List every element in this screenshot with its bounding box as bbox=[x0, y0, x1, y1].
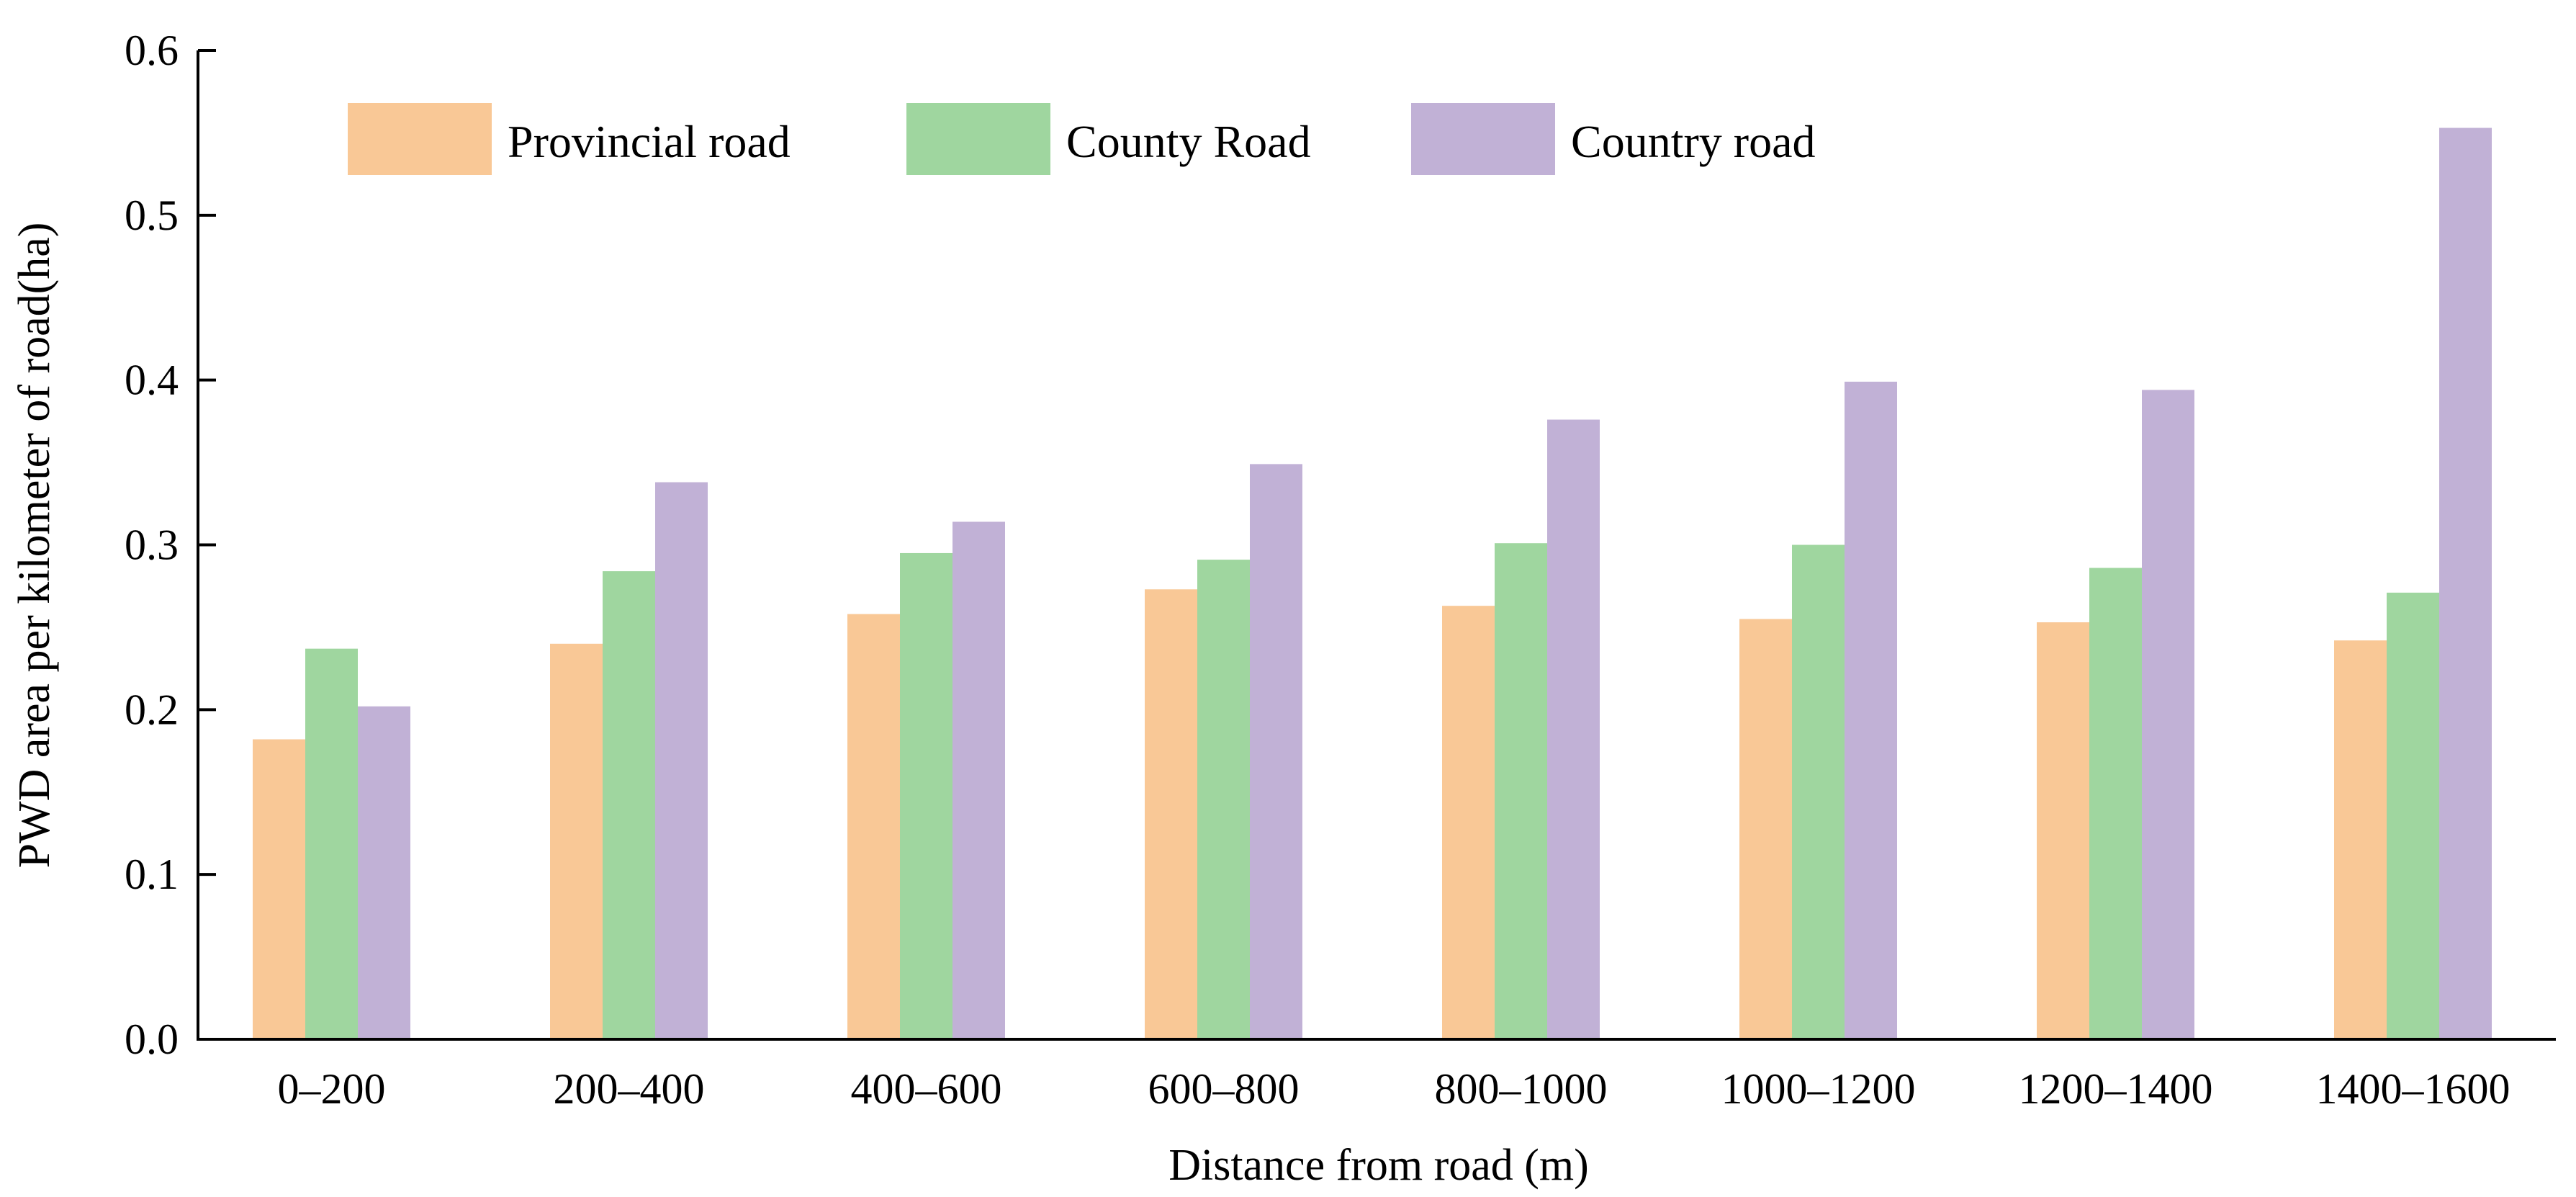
bar-provincial-road-4 bbox=[1145, 589, 1197, 1039]
legend-label-2: County Road bbox=[1066, 116, 1311, 167]
bar-provincial-road-8 bbox=[2334, 640, 2387, 1039]
bar-country-road-2 bbox=[655, 482, 708, 1039]
y-tick-label: 0.0 bbox=[125, 1016, 179, 1063]
legend-label-3: Country road bbox=[1571, 116, 1816, 167]
legend-swatch-1 bbox=[348, 103, 492, 175]
legend-swatch-3 bbox=[1411, 103, 1555, 175]
bar-county-road-8 bbox=[2387, 592, 2439, 1039]
y-tick-label: 0.1 bbox=[125, 851, 179, 898]
bar-county-road-2 bbox=[603, 571, 655, 1039]
bar-country-road-1 bbox=[358, 706, 410, 1039]
y-tick-label: 0.2 bbox=[125, 686, 179, 733]
x-tick-label: 1200–1400 bbox=[2019, 1065, 2213, 1113]
bar-county-road-1 bbox=[305, 648, 358, 1039]
x-ticks-group: 0–200 200–400 400–600 600–800 800–1000 1000–1… bbox=[278, 1065, 2510, 1113]
y-tick-label: 0.6 bbox=[125, 27, 179, 74]
x-tick-label: 1000–1200 bbox=[1721, 1065, 1916, 1113]
bar-provincial-road-3 bbox=[847, 614, 900, 1039]
y-ticks-group: 0.0 0.1 0.2 0.3 0.4 0.5 0.6 bbox=[125, 27, 216, 1063]
x-tick-label: 0–200 bbox=[278, 1065, 386, 1113]
y-axis-title: PWD area per kilometer of road(ha) bbox=[10, 223, 59, 869]
bar-country-road-5 bbox=[1547, 419, 1600, 1039]
x-tick-label: 400–600 bbox=[851, 1065, 1002, 1113]
x-tick-label: 200–400 bbox=[554, 1065, 705, 1113]
x-tick-label: 800–1000 bbox=[1435, 1065, 1608, 1113]
legend-label-1: Provincial road bbox=[508, 116, 791, 167]
bar-country-road-8 bbox=[2439, 127, 2492, 1040]
bar-county-road-7 bbox=[2089, 568, 2142, 1039]
x-axis-title: Distance from road (m) bbox=[1168, 1141, 1589, 1190]
bar-county-road-5 bbox=[1495, 543, 1547, 1039]
bar-provincial-road-5 bbox=[1442, 606, 1495, 1039]
bar-country-road-6 bbox=[1845, 381, 1897, 1039]
bar-county-road-6 bbox=[1792, 544, 1845, 1039]
bar-provincial-road-7 bbox=[2037, 622, 2089, 1039]
bar-provincial-road-2 bbox=[550, 643, 603, 1039]
bar-county-road-3 bbox=[900, 552, 953, 1039]
bar-country-road-3 bbox=[953, 521, 1005, 1039]
bar-provincial-road-1 bbox=[253, 739, 305, 1039]
y-tick-label: 0.3 bbox=[125, 521, 179, 569]
bar-provincial-road-6 bbox=[1739, 619, 1792, 1039]
bar-county-road-4 bbox=[1197, 560, 1250, 1039]
bar-country-road-7 bbox=[2142, 390, 2194, 1039]
legend: Provincial road County Road Country road bbox=[348, 103, 1816, 175]
bars-group bbox=[253, 127, 2492, 1040]
x-tick-label: 600–800 bbox=[1148, 1065, 1300, 1113]
bar-country-road-4 bbox=[1250, 464, 1302, 1039]
y-tick-label: 0.5 bbox=[125, 192, 179, 239]
y-tick-label: 0.4 bbox=[125, 357, 179, 404]
legend-swatch-2 bbox=[906, 103, 1050, 175]
x-tick-label: 1400–1600 bbox=[2316, 1065, 2510, 1113]
